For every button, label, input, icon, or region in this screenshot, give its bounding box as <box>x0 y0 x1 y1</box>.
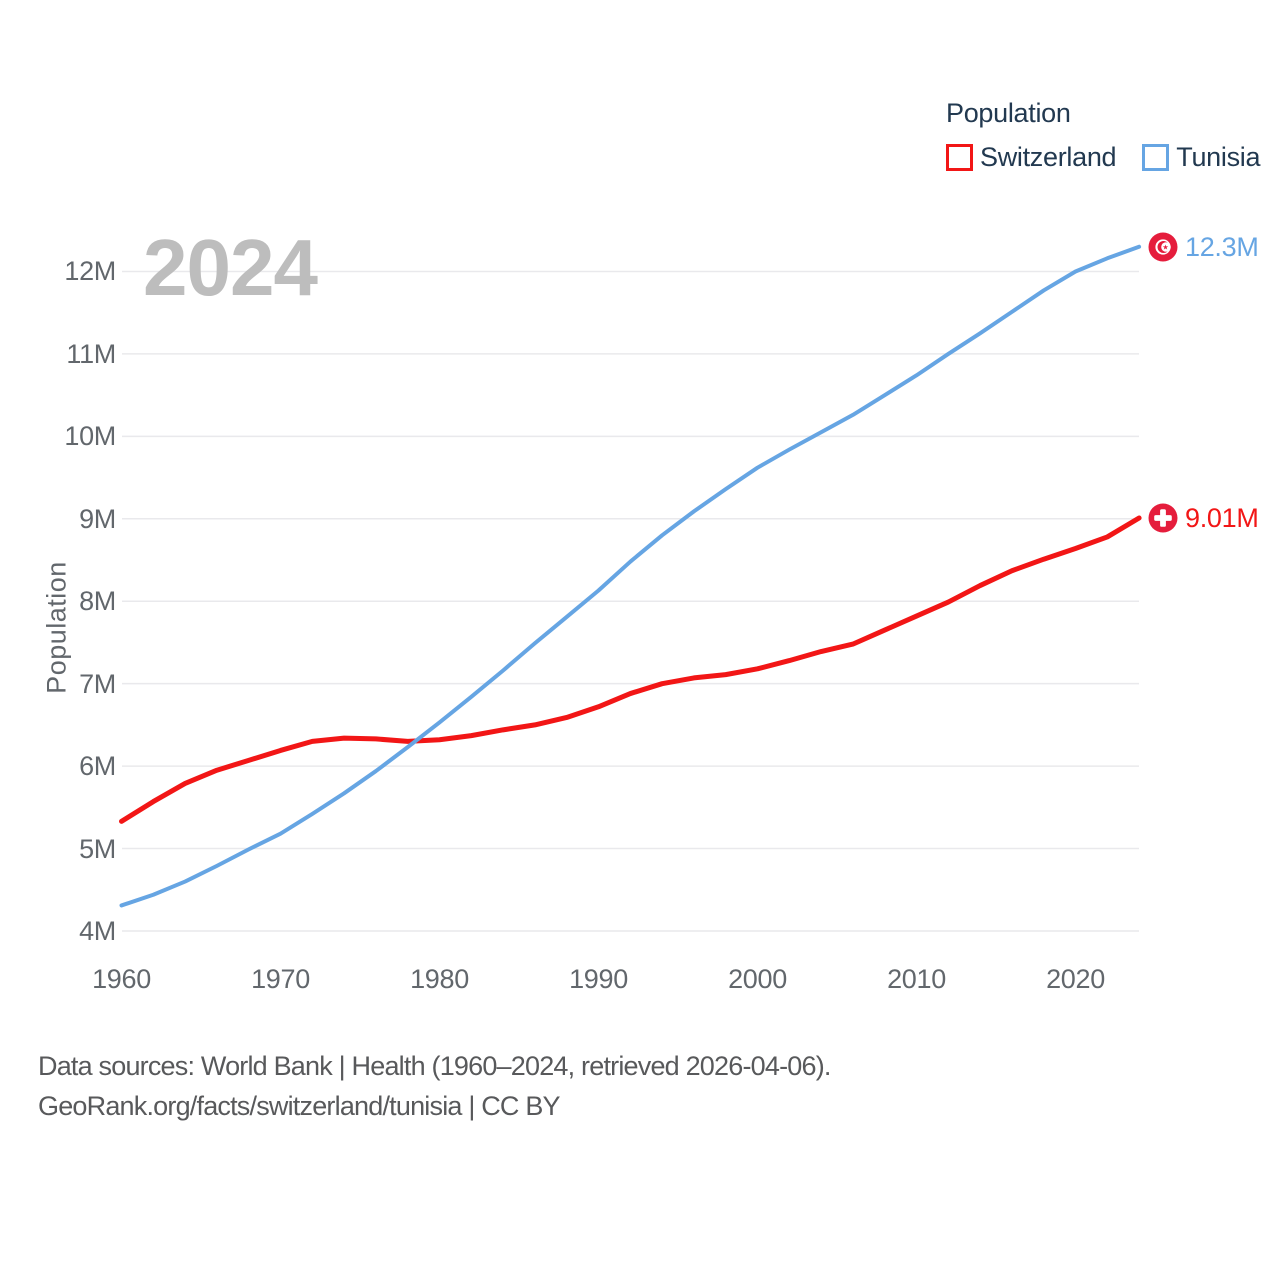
y-tick-label: 12M <box>64 256 116 287</box>
x-tick-label: 2020 <box>1046 964 1105 994</box>
legend-item-switzerland[interactable]: Switzerland <box>946 142 1117 173</box>
chart-legend: Population Switzerland Tunisia <box>946 98 1261 173</box>
y-tick-label: 9M <box>79 503 116 534</box>
y-tick-label: 5M <box>79 833 116 864</box>
x-tick-label: 2000 <box>728 964 787 994</box>
y-tick-label: 10M <box>64 421 116 452</box>
tunisia-swatch-icon <box>1142 144 1170 171</box>
x-tick-label: 1980 <box>410 964 469 994</box>
year-watermark: 2024 <box>143 223 318 312</box>
legend-item-tunisia[interactable]: Tunisia <box>1142 142 1261 173</box>
footer-sources-line: Data sources: World Bank | Health (1960–… <box>38 1051 831 1081</box>
y-tick-label: 6M <box>79 751 116 782</box>
footer-attribution-line: GeoRank.org/facts/switzerland/tunisia | … <box>38 1091 561 1121</box>
x-tick-label: 1990 <box>569 964 628 994</box>
y-tick-label: 11M <box>66 338 116 369</box>
x-tick-label: 1970 <box>251 964 310 994</box>
x-tick-label: 1960 <box>92 964 151 994</box>
end-markers: ★ <box>1146 230 1180 535</box>
series-line-tunisia[interactable] <box>119 244 1142 908</box>
tunisia-end-value: 12.3M <box>1185 232 1259 262</box>
tunisia-flag-icon[interactable]: ★ <box>1146 230 1180 264</box>
legend-row: Switzerland Tunisia <box>946 142 1261 173</box>
legend-label: Switzerland <box>980 142 1117 172</box>
y-axis-title: Population <box>41 561 72 694</box>
switzerland-end-value: 9.01M <box>1185 503 1259 533</box>
legend-title: Population <box>946 98 1071 128</box>
flag-star: ★ <box>1162 243 1168 251</box>
y-tick-label: 4M <box>79 916 116 946</box>
cross-horizontal <box>1154 515 1172 521</box>
series-line-switzerland[interactable] <box>119 515 1142 824</box>
switzerland-swatch-icon <box>946 144 973 171</box>
switzerland-flag-icon[interactable] <box>1146 501 1180 535</box>
legend-label: Tunisia <box>1176 142 1261 172</box>
x-tick-label: 2010 <box>887 964 946 994</box>
y-tick-label: 7M <box>79 668 116 699</box>
series-lines <box>119 244 1142 908</box>
footer: Data sources: World Bank | Health (1960–… <box>38 1046 831 1126</box>
flag-crescent-inner <box>1161 242 1171 252</box>
y-tick-label: 8M <box>79 586 116 617</box>
gridlines <box>122 270 1139 932</box>
